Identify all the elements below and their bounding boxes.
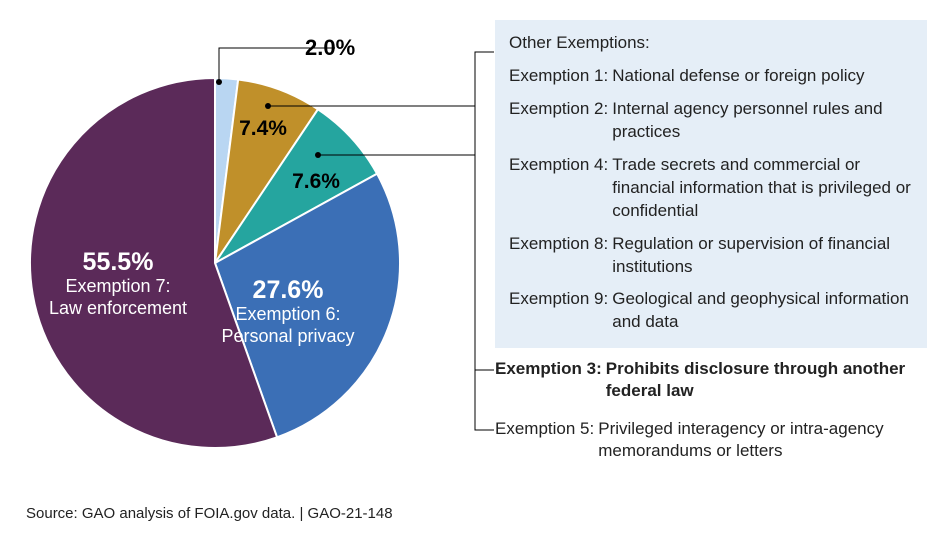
callout-other: 2.0%: [216, 35, 355, 85]
svg-text:Personal privacy: Personal privacy: [221, 326, 354, 346]
other-exemptions-header: Other Exemptions:: [509, 32, 913, 55]
exemption-desc: Regulation or supervision of financial i…: [612, 233, 913, 279]
side-note-key: Exemption 5:: [495, 418, 594, 462]
other-exemptions-box: Other Exemptions: Exemption 1:National d…: [495, 20, 927, 348]
side-note-key: Exemption 3:: [495, 358, 602, 402]
other-exemptions-list: Exemption 1:National defense or foreign …: [509, 65, 913, 334]
ex5-note: Exemption 5:Privileged interagency or in…: [495, 418, 927, 462]
svg-text:Exemption 6:: Exemption 6:: [235, 304, 340, 324]
other-exemption-item: Exemption 2:Internal agency personnel ru…: [509, 98, 913, 144]
leader-ex5-out: [475, 106, 494, 430]
slice-label-ex5: 7.4%: [239, 117, 287, 140]
svg-text:7.6%: 7.6%: [292, 170, 340, 193]
side-note-desc: Privileged interagency or intra-agency m…: [598, 418, 927, 462]
svg-text:7.4%: 7.4%: [239, 117, 287, 140]
svg-text:2.0%: 2.0%: [305, 35, 355, 60]
exemption-desc: National defense or foreign policy: [612, 65, 864, 88]
exemption-key: Exemption 4:: [509, 154, 608, 223]
leader-to-box: [475, 52, 494, 106]
svg-text:55.5%: 55.5%: [83, 248, 154, 276]
exemption-desc: Trade secrets and commercial or financia…: [612, 154, 913, 223]
svg-text:Exemption 7:: Exemption 7:: [65, 276, 170, 296]
side-note-desc: Prohibits disclosure through another fed…: [606, 358, 927, 402]
other-exemption-item: Exemption 1:National defense or foreign …: [509, 65, 913, 88]
exemption-key: Exemption 8:: [509, 233, 608, 279]
other-exemption-item: Exemption 4:Trade secrets and commercial…: [509, 154, 913, 223]
slice-label-ex3: 7.6%: [292, 170, 340, 193]
ex3-note: Exemption 3:Prohibits disclosure through…: [495, 358, 927, 402]
leader-to-ex3b: [475, 155, 494, 370]
exemption-key: Exemption 1:: [509, 65, 608, 88]
exemption-desc: Internal agency personnel rules and prac…: [612, 98, 913, 144]
svg-text:27.6%: 27.6%: [253, 276, 324, 304]
exemption-key: Exemption 2:: [509, 98, 608, 144]
other-exemption-item: Exemption 8:Regulation or supervision of…: [509, 233, 913, 279]
other-exemption-item: Exemption 9:Geological and geophysical i…: [509, 288, 913, 334]
source-citation: Source: GAO analysis of FOIA.gov data. |…: [26, 505, 393, 522]
exemption-key: Exemption 9:: [509, 288, 608, 334]
exemption-desc: Geological and geophysical information a…: [612, 288, 913, 334]
svg-text:Law enforcement: Law enforcement: [49, 298, 187, 318]
